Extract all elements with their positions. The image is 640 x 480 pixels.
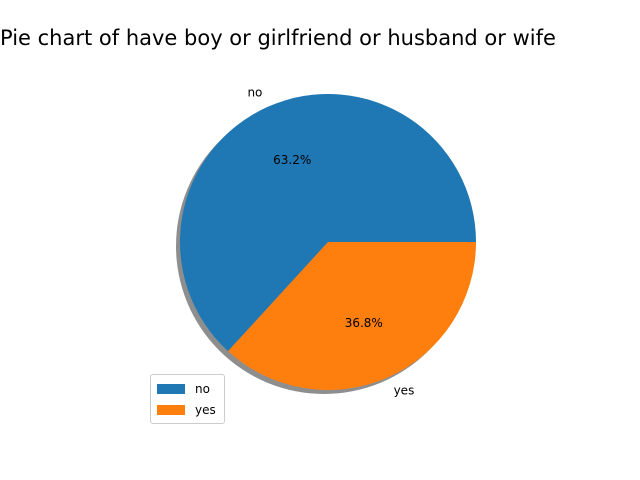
legend-swatch-no (157, 383, 185, 394)
pie-slice-no (180, 94, 476, 352)
legend-label-no: no (195, 381, 210, 396)
percent-label-yes: 36.8% (345, 316, 383, 330)
legend-swatch-yes (157, 404, 185, 415)
slice-label-yes: yes (394, 384, 415, 398)
legend: no yes (150, 374, 225, 424)
legend-label-yes: yes (195, 402, 216, 417)
legend-item-no: no (157, 378, 216, 399)
chart-title: Pie chart of have boy or girlfriend or h… (0, 26, 556, 50)
legend-item-yes: yes (157, 399, 216, 420)
slice-label-no: no (247, 85, 262, 99)
percent-label-no: 63.2% (273, 153, 311, 167)
pie-slice-yes (228, 242, 476, 391)
